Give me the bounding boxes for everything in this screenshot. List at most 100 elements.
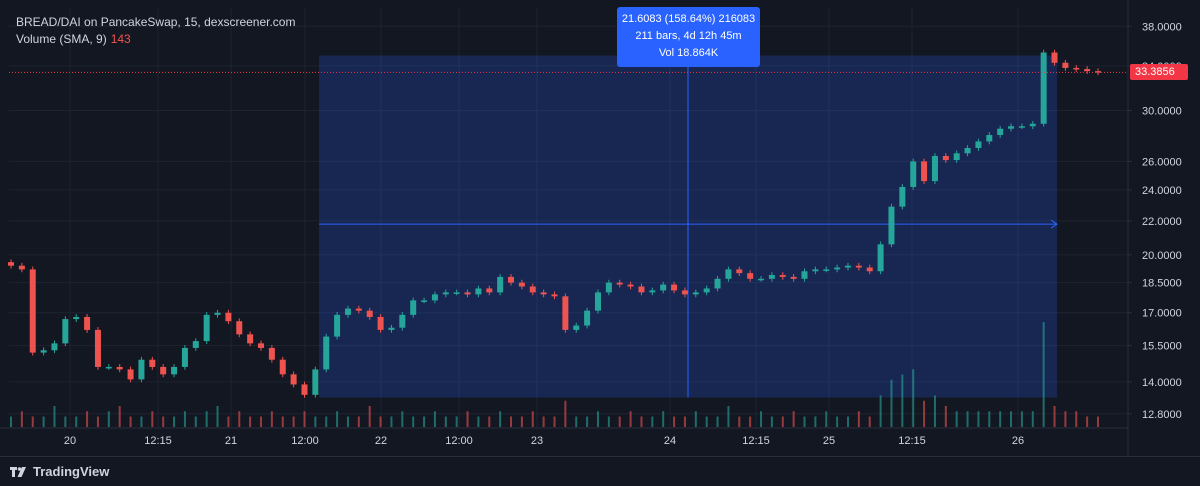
price-chart[interactable]: 38.000034.000030.000026.000024.000022.00… bbox=[0, 0, 1200, 456]
candle bbox=[1008, 126, 1015, 129]
candle bbox=[671, 284, 678, 291]
candle bbox=[910, 161, 917, 187]
candle bbox=[301, 384, 308, 395]
volume-bar bbox=[933, 395, 936, 427]
volume-bar bbox=[42, 416, 45, 427]
volume-bar bbox=[140, 416, 143, 427]
volume-bar bbox=[738, 416, 741, 427]
volume-legend[interactable]: Volume (SMA, 9) 143 bbox=[16, 31, 295, 48]
candle bbox=[279, 359, 286, 375]
volume-bar bbox=[129, 416, 132, 427]
time-tick-label: 25 bbox=[823, 435, 835, 447]
last-price-label: 33.3856 bbox=[1130, 64, 1188, 81]
candle bbox=[747, 273, 754, 279]
price-tick-label: 15.5000 bbox=[1142, 341, 1182, 353]
candle bbox=[51, 343, 58, 351]
volume-bar bbox=[368, 406, 371, 427]
volume-bar bbox=[433, 411, 436, 427]
candle bbox=[736, 269, 743, 274]
volume-bar bbox=[836, 416, 839, 427]
candle bbox=[921, 161, 928, 182]
candle bbox=[247, 334, 254, 344]
volume-bar bbox=[542, 416, 545, 427]
tradingview-logo[interactable]: TradingView bbox=[10, 464, 109, 479]
volume-bar bbox=[1064, 411, 1067, 427]
brand-name: TradingView bbox=[33, 464, 110, 479]
candle bbox=[1040, 52, 1047, 124]
volume-bar bbox=[216, 406, 219, 427]
volume-bar bbox=[901, 374, 904, 427]
volume-bar bbox=[336, 411, 339, 427]
volume-bar bbox=[499, 411, 502, 427]
candle bbox=[714, 278, 721, 289]
volume-bar bbox=[1053, 406, 1056, 427]
candle bbox=[812, 269, 819, 272]
candle bbox=[127, 369, 134, 380]
candle bbox=[953, 153, 960, 161]
volume-bar bbox=[944, 406, 947, 427]
volume-bar bbox=[477, 416, 480, 427]
price-tick-label: 12.8000 bbox=[1142, 409, 1182, 421]
candle bbox=[399, 314, 406, 328]
volume-bar bbox=[520, 416, 523, 427]
volume-bar bbox=[249, 416, 252, 427]
price-tick-label: 20.0000 bbox=[1142, 250, 1182, 262]
volume-bar bbox=[151, 411, 154, 427]
candle bbox=[8, 262, 14, 266]
volume-bar bbox=[923, 400, 926, 427]
volume-bar bbox=[1031, 411, 1034, 427]
candle bbox=[660, 284, 667, 291]
candle bbox=[268, 347, 275, 360]
volume-bar bbox=[107, 411, 110, 427]
volume-bar bbox=[96, 416, 99, 427]
volume-bar bbox=[314, 416, 317, 427]
candle bbox=[877, 244, 884, 272]
candle bbox=[823, 269, 830, 271]
candle bbox=[866, 267, 873, 272]
candle bbox=[649, 290, 656, 293]
volume-bar bbox=[53, 406, 56, 427]
volume-bar bbox=[86, 411, 89, 427]
candle bbox=[627, 284, 634, 287]
candle bbox=[225, 312, 232, 322]
candle bbox=[105, 366, 112, 369]
volume-bar bbox=[423, 416, 426, 427]
candle bbox=[855, 265, 862, 268]
price-tick-label: 17.0000 bbox=[1142, 308, 1182, 320]
candle bbox=[62, 319, 69, 344]
candle bbox=[844, 265, 851, 268]
candle bbox=[442, 292, 449, 295]
candle bbox=[562, 296, 569, 330]
volume-bar bbox=[346, 416, 349, 427]
candle bbox=[540, 292, 547, 295]
candle bbox=[616, 282, 623, 285]
volume-bar bbox=[412, 416, 415, 427]
volume-label: Volume (SMA, 9) bbox=[16, 32, 107, 46]
price-tick-label: 38.0000 bbox=[1142, 21, 1182, 33]
candle bbox=[1084, 69, 1091, 72]
candle bbox=[758, 278, 765, 281]
volume-bar bbox=[64, 416, 67, 427]
measure-tooltip: 21.6083 (158.64%) 216083 211 bars, 4d 12… bbox=[617, 7, 760, 67]
volume-bar bbox=[792, 411, 795, 427]
volume-bar bbox=[357, 416, 360, 427]
candle bbox=[334, 314, 341, 337]
time-tick-label: 23 bbox=[531, 435, 543, 447]
candle bbox=[573, 325, 580, 330]
time-axis[interactable]: 20 12:15 21 12:00 22 12:00 23 24 12:15 25 12:15 26 bbox=[0, 427, 1128, 447]
chart-area[interactable]: 38.000034.000030.000026.000024.000022.00… bbox=[0, 0, 1200, 456]
volume-bar bbox=[292, 416, 295, 427]
volume-bar bbox=[162, 416, 165, 427]
candle bbox=[605, 282, 612, 293]
symbol-line[interactable]: BREAD/DAI on PancakeSwap, 15, dexscreene… bbox=[16, 15, 296, 29]
candle bbox=[779, 275, 786, 277]
measure-change: 21.6083 (158.64%) 216083 bbox=[621, 13, 756, 25]
volume-bar bbox=[379, 416, 382, 427]
volume-bar bbox=[553, 416, 556, 427]
time-tick-label: 12:00 bbox=[291, 435, 319, 447]
volume-bar bbox=[705, 416, 708, 427]
candle bbox=[355, 308, 362, 311]
volume-bar bbox=[716, 416, 719, 427]
candle bbox=[518, 282, 525, 287]
candle bbox=[160, 366, 167, 375]
